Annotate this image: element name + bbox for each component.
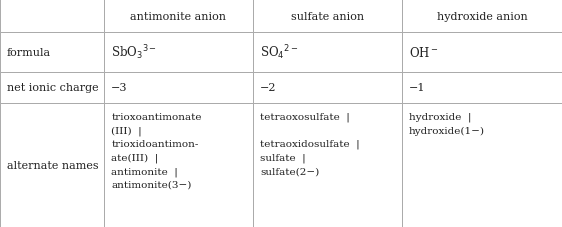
Text: −2: −2 bbox=[260, 83, 276, 93]
Bar bbox=[104, 103, 253, 227]
Text: formula: formula bbox=[7, 48, 51, 58]
Bar bbox=[0, 0, 104, 33]
Bar bbox=[0, 33, 104, 73]
Bar bbox=[402, 0, 562, 33]
Text: sulfate anion: sulfate anion bbox=[291, 12, 364, 21]
Text: net ionic charge: net ionic charge bbox=[7, 83, 98, 93]
Bar bbox=[253, 73, 402, 103]
Bar bbox=[253, 33, 402, 73]
Text: antimonite anion: antimonite anion bbox=[130, 12, 226, 21]
Bar bbox=[253, 103, 402, 227]
Text: SbO$_3$$^{3-}$: SbO$_3$$^{3-}$ bbox=[111, 43, 157, 62]
Text: OH$^-$: OH$^-$ bbox=[409, 46, 439, 60]
Text: SO$_4$$^{2-}$: SO$_4$$^{2-}$ bbox=[260, 43, 298, 62]
Bar bbox=[0, 103, 104, 227]
Bar bbox=[402, 103, 562, 227]
Bar bbox=[104, 73, 253, 103]
Text: −1: −1 bbox=[409, 83, 425, 93]
Bar bbox=[402, 73, 562, 103]
Text: hydroxide  |
hydroxide(1−): hydroxide | hydroxide(1−) bbox=[409, 112, 485, 135]
Bar bbox=[104, 33, 253, 73]
Bar bbox=[104, 0, 253, 33]
Text: −3: −3 bbox=[111, 83, 127, 93]
Text: hydroxide anion: hydroxide anion bbox=[437, 12, 527, 21]
Text: alternate names: alternate names bbox=[7, 160, 98, 170]
Bar bbox=[253, 0, 402, 33]
Bar bbox=[402, 33, 562, 73]
Text: trioxoantimonate
(III)  |
trioxidoantimon-
ate(III)  |
antimonite  |
antimonite(: trioxoantimonate (III) | trioxidoantimon… bbox=[111, 112, 202, 189]
Bar bbox=[0, 73, 104, 103]
Text: tetraoxosulfate  |

tetraoxidosulfate  |
sulfate  |
sulfate(2−): tetraoxosulfate | tetraoxidosulfate | su… bbox=[260, 112, 360, 175]
